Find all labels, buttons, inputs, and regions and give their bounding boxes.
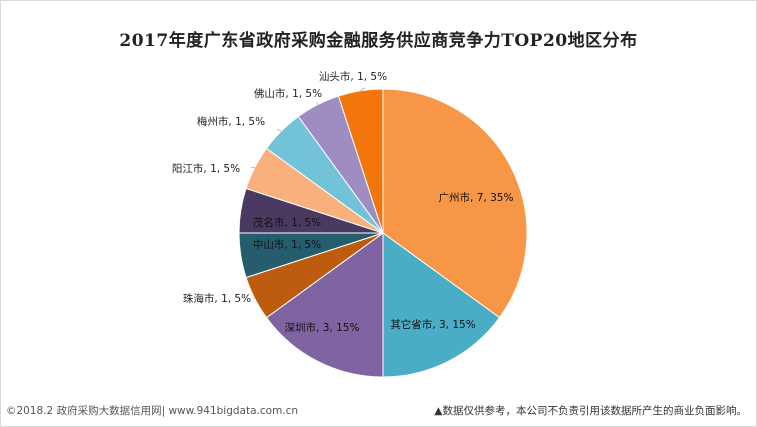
data-label-珠海市: 珠海市, 1, 5% bbox=[183, 292, 251, 305]
pie-slices bbox=[238, 88, 528, 378]
pie-slice-其它省市 bbox=[382, 232, 501, 378]
data-label-茂名市: 茂名市, 1, 5% bbox=[253, 216, 321, 229]
data-label-中山市: 中山市, 1, 5% bbox=[253, 238, 321, 251]
data-label-梅州市: 梅州市, 1, 5% bbox=[197, 115, 265, 128]
pie-slice-广州市 bbox=[382, 88, 528, 319]
data-label-佛山市: 佛山市, 1, 5% bbox=[254, 87, 322, 100]
pie-slice-汕头市 bbox=[337, 88, 384, 234]
leader-line-汕头市 bbox=[360, 87, 366, 92]
data-label-深圳市: 深圳市, 3, 15% bbox=[285, 321, 360, 334]
footer-disclaimer: ▲数据仅供参考，本公司不负责引用该数据所产生的商业负面影响。 bbox=[434, 405, 747, 417]
data-label-广州市: 广州市, 7, 35% bbox=[439, 191, 514, 204]
chart-title: 2017年度广东省政府采购金融服务供应商竞争力TOP20地区分布 bbox=[119, 31, 638, 51]
footer-copyright: ©2018.2 政府采购大数据信用网| www.941bigdata.com.c… bbox=[6, 405, 299, 417]
leader-line-梅州市 bbox=[276, 128, 282, 132]
data-labels: 广州市, 7, 35% 其它省市, 3, 15% 深圳市, 3, 15% 珠海市, 1… bbox=[172, 70, 514, 334]
leader-lines bbox=[250, 87, 366, 299]
data-label-汕头市: 汕头市, 1, 5% bbox=[319, 70, 387, 83]
data-label-阳江市: 阳江市, 1, 5% bbox=[172, 162, 240, 175]
data-label-其它省市: 其它省市, 3, 15% bbox=[390, 318, 475, 331]
pie-slice-深圳市 bbox=[265, 232, 384, 378]
